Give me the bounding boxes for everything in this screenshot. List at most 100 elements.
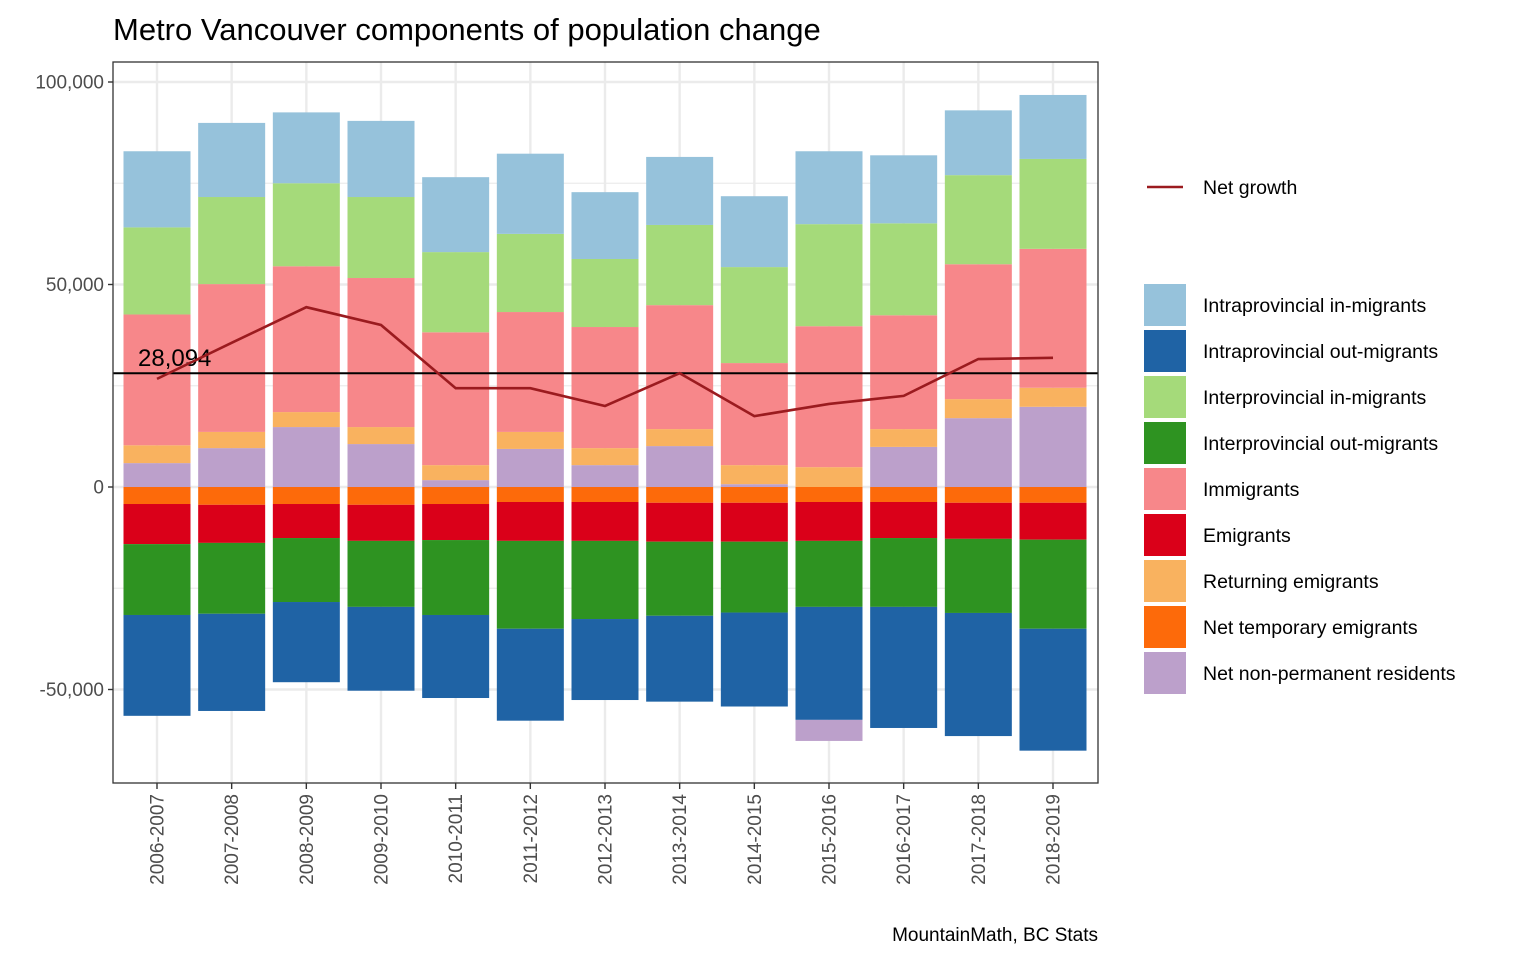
bar-segment — [198, 613, 266, 711]
bar-segment — [422, 504, 490, 541]
bar-segment — [944, 612, 1012, 737]
bar-segment — [1019, 94, 1087, 159]
legend-swatch — [1144, 422, 1186, 464]
bar-segment — [870, 223, 938, 316]
y-axis: -50,000 0 50,000 100,000 — [35, 73, 113, 701]
bar-segment — [944, 175, 1012, 265]
bar-segment — [720, 502, 788, 542]
bar-segment — [1019, 502, 1087, 540]
bar-segment — [870, 155, 938, 224]
legend-swatch — [1144, 284, 1186, 326]
bar-segment — [422, 332, 490, 466]
bar-segment — [870, 446, 938, 487]
bar-stack-2007-2008 — [198, 122, 266, 711]
bar-segment — [720, 612, 788, 707]
bar-segment — [571, 487, 639, 502]
x-tick-label: 2010-2011 — [446, 794, 467, 883]
bar-segment — [123, 463, 191, 487]
bar-segment — [720, 487, 788, 503]
x-tick-label: 2011-2012 — [521, 794, 542, 883]
bar-segment — [272, 487, 340, 505]
legend-item: Net temporary emigrants — [1144, 606, 1418, 648]
legend-item: Interprovincial in-migrants — [1144, 376, 1427, 418]
bar-segment — [571, 501, 639, 541]
bar-segment — [720, 363, 788, 466]
bar-segment — [1019, 158, 1087, 249]
bar-segment — [944, 418, 1012, 487]
bar-segment — [646, 487, 714, 503]
bar-segment — [795, 540, 863, 607]
bar-segment — [347, 444, 415, 487]
bar-segment — [795, 467, 863, 487]
bar-stack-2012-2013 — [571, 192, 639, 701]
x-tick-label: 2009-2010 — [372, 794, 393, 885]
bar-segment — [123, 314, 191, 446]
bar-segment — [795, 719, 863, 741]
bar-segment — [123, 151, 191, 228]
bar-segment — [870, 315, 938, 430]
bar-segment — [1019, 387, 1087, 407]
bar-segment — [720, 196, 788, 268]
bar-segment — [944, 399, 1012, 419]
bar-segment — [646, 541, 714, 616]
bar-segment — [422, 177, 490, 253]
bar-segment — [272, 504, 340, 539]
bar-segment — [123, 227, 191, 315]
bar-segment — [646, 156, 714, 225]
bar-segment — [496, 487, 564, 502]
bar-segment — [198, 284, 266, 432]
bar-stack-2015-2016 — [795, 151, 863, 741]
bar-segment — [123, 445, 191, 464]
x-tick-label: 2018-2019 — [1044, 794, 1065, 885]
bar-segment — [496, 501, 564, 541]
bar-segment — [571, 619, 639, 701]
bar-segment — [198, 197, 266, 285]
legend-swatch — [1144, 376, 1186, 418]
bar-segment — [422, 614, 490, 699]
bar-segment — [272, 112, 340, 184]
bar-segment — [272, 412, 340, 428]
legend-item: Immigrants — [1144, 468, 1300, 510]
bar-segment — [646, 615, 714, 702]
bar-segment — [422, 487, 490, 505]
bar-segment — [198, 487, 266, 505]
bar-segment — [198, 431, 266, 449]
net-growth-line-group — [156, 305, 1054, 418]
bar-segment — [646, 446, 714, 487]
bar-stack-2009-2010 — [347, 120, 415, 691]
bar-segment — [347, 120, 415, 198]
bar-segment — [272, 538, 340, 603]
bar-stack-2016-2017 — [870, 155, 938, 728]
bar-segment — [795, 224, 863, 327]
bar-stack-2010-2011 — [422, 177, 490, 699]
bar-segment — [1019, 487, 1087, 503]
legend-swatch — [1144, 560, 1186, 602]
bar-segment — [870, 538, 938, 607]
x-tick-label: 2016-2017 — [894, 794, 915, 885]
bar-segment — [720, 541, 788, 613]
legend-label: Net non-permanent residents — [1203, 663, 1456, 685]
bar-segment — [571, 327, 639, 449]
bar-segment — [944, 502, 1012, 539]
bar-stack-2018-2019 — [1019, 94, 1087, 751]
bar-segment — [795, 487, 863, 502]
bar-segment — [944, 538, 1012, 613]
bar-segment — [795, 501, 863, 541]
bar-segment — [272, 183, 340, 267]
x-tick-label: 2015-2016 — [820, 794, 841, 885]
bars — [123, 94, 1087, 751]
legend-item: Emigrants — [1144, 514, 1291, 556]
caption: MountainMath, BC Stats — [892, 925, 1098, 946]
bar-segment — [1019, 628, 1087, 751]
bar-segment — [347, 197, 415, 279]
bar-segment — [571, 258, 639, 328]
bar-segment — [347, 278, 415, 428]
bar-segment — [123, 544, 191, 615]
y-tick-label: 0 — [93, 478, 104, 499]
chart-title: Metro Vancouver components of population… — [113, 12, 821, 47]
legend-swatch — [1144, 468, 1186, 510]
bar-stack-2013-2014 — [646, 156, 714, 702]
x-axis: 2006-2007 2007-2008 2008-2009 2009-2010 2010… — [148, 783, 1065, 885]
bar-segment — [422, 540, 490, 615]
legend-label: Intraprovincial in-migrants — [1203, 295, 1427, 317]
